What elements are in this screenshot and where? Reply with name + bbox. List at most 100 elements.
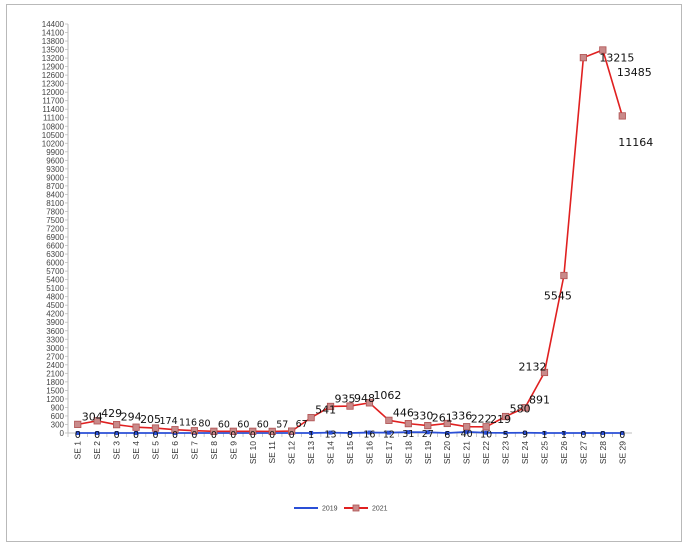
data-point-2019 bbox=[367, 430, 372, 435]
data-label-2021: 330 bbox=[412, 410, 433, 423]
data-label-2019: 5 bbox=[503, 430, 509, 441]
y-tick-label: 1200 bbox=[46, 395, 64, 404]
legend-marker-2021 bbox=[352, 504, 360, 512]
y-tick-label: 1800 bbox=[46, 378, 64, 387]
data-label-2021: 13485 bbox=[617, 66, 652, 79]
data-label-2021: 13215 bbox=[599, 52, 634, 65]
data-point-2021 bbox=[443, 419, 451, 428]
y-tick-label: 11100 bbox=[43, 114, 65, 123]
data-point-2021 bbox=[113, 421, 121, 429]
data-label-2019: 0 bbox=[172, 430, 178, 441]
y-tick-label: 5700 bbox=[46, 267, 64, 276]
data-point-2019 bbox=[75, 431, 80, 435]
data-point-2021 bbox=[424, 421, 432, 430]
y-tick-label: 6600 bbox=[46, 242, 64, 251]
data-point-2021 bbox=[404, 420, 412, 428]
y-tick-label: 12000 bbox=[42, 88, 65, 97]
legend-label-2019: 2019 bbox=[322, 506, 338, 513]
y-tick-label: 10800 bbox=[42, 122, 65, 131]
x-tick-label: SE 22 bbox=[481, 441, 491, 464]
data-label-2019: 0 bbox=[289, 430, 295, 441]
data-point-2021 bbox=[74, 420, 82, 428]
data-label-2019: 0 bbox=[191, 430, 197, 441]
x-tick-label: SE 11 bbox=[267, 441, 277, 464]
y-tick-label: 2700 bbox=[46, 352, 64, 361]
y-tick-label: 10200 bbox=[42, 139, 65, 148]
data-label-2021: 219 bbox=[490, 413, 511, 426]
x-tick-label: SE 10 bbox=[248, 441, 258, 464]
y-tick-label: 12300 bbox=[42, 80, 65, 89]
x-tick-label: SE 18 bbox=[403, 441, 413, 464]
data-label-2021: 580 bbox=[510, 403, 531, 416]
data-point-2021 bbox=[560, 271, 568, 280]
data-label-2021: 60 bbox=[237, 419, 249, 430]
data-label-2021: 2132 bbox=[518, 360, 546, 373]
data-label-2019: 31 bbox=[402, 429, 414, 440]
y-tick-label: 600 bbox=[51, 412, 65, 421]
data-label-2021: 336 bbox=[451, 409, 472, 422]
data-point-2021 bbox=[249, 427, 257, 435]
data-point-2021 bbox=[151, 424, 160, 432]
data-point-2021 bbox=[307, 414, 315, 422]
data-point-2021 bbox=[618, 112, 626, 120]
data-point-2019 bbox=[561, 430, 566, 435]
x-tick-label: SE 5 bbox=[151, 441, 161, 460]
x-tick-label: SE 12 bbox=[287, 441, 297, 464]
y-tick-label: 9000 bbox=[46, 173, 64, 182]
data-label-2021: 304 bbox=[82, 410, 103, 423]
y-tick-label: 3300 bbox=[46, 335, 64, 344]
y-tick-label: 8700 bbox=[46, 182, 64, 191]
data-point-2021 bbox=[540, 368, 549, 377]
data-point-2021 bbox=[210, 427, 218, 435]
data-point-2021 bbox=[482, 423, 490, 431]
data-label-2019: 6 bbox=[444, 430, 450, 441]
y-tick-label: 6000 bbox=[46, 259, 64, 268]
data-label-2019: 0 bbox=[269, 430, 275, 441]
y-tick-label: 13200 bbox=[42, 54, 65, 63]
x-tick-label: SE 9 bbox=[228, 441, 238, 460]
data-label-2019: 1 bbox=[541, 430, 547, 441]
data-label-2019: 0 bbox=[250, 430, 256, 441]
x-tick-label: SE 23 bbox=[501, 441, 511, 464]
y-tick-label: 7500 bbox=[46, 216, 64, 225]
data-point-2019 bbox=[134, 431, 139, 435]
y-tick-label: 11400 bbox=[42, 105, 64, 114]
data-label-2021: 1062 bbox=[373, 389, 401, 402]
data-point-2021 bbox=[346, 402, 354, 410]
data-label-2021: 67 bbox=[296, 419, 308, 430]
data-label-2021: 174 bbox=[160, 416, 178, 427]
y-tick-label: 14100 bbox=[42, 29, 65, 38]
data-point-2019 bbox=[425, 430, 430, 435]
data-label-2019: 10 bbox=[480, 430, 492, 441]
data-point-2021 bbox=[521, 404, 529, 412]
data-label-2021: 5545 bbox=[544, 290, 572, 303]
y-tick-label: 4800 bbox=[46, 293, 64, 302]
x-tick-label: SE 29 bbox=[617, 441, 627, 464]
y-tick-label: 7800 bbox=[46, 207, 64, 216]
x-tick-label: SE 14 bbox=[326, 441, 336, 464]
y-tick-label: 5400 bbox=[46, 276, 64, 285]
data-point-2021 bbox=[229, 427, 237, 435]
y-tick-label: 2400 bbox=[46, 361, 64, 370]
data-label-2021: 57 bbox=[276, 419, 288, 430]
data-label-2019: 0 bbox=[600, 430, 606, 441]
y-tick-label: 13800 bbox=[42, 37, 65, 46]
y-tick-label: 9600 bbox=[46, 156, 64, 165]
y-tick-label: 9900 bbox=[46, 148, 64, 157]
y-tick-label: 13500 bbox=[42, 46, 65, 55]
data-point-2019 bbox=[406, 430, 411, 435]
x-tick-label: SE 7 bbox=[189, 441, 199, 460]
data-label-2021: 935 bbox=[335, 392, 356, 405]
data-point-2021 bbox=[385, 416, 393, 424]
data-point-2019 bbox=[309, 430, 314, 435]
data-label-2019: 0 bbox=[94, 430, 100, 441]
data-point-2019 bbox=[542, 430, 547, 435]
y-tick-label: 12600 bbox=[42, 71, 65, 80]
y-tick-label: 300 bbox=[51, 420, 65, 429]
data-label-2019: 1 bbox=[308, 430, 314, 441]
data-point-2021 bbox=[288, 427, 296, 435]
data-label-2021: 60 bbox=[218, 419, 230, 430]
y-tick-label: 900 bbox=[51, 403, 65, 412]
x-tick-label: SE 8 bbox=[209, 441, 219, 460]
